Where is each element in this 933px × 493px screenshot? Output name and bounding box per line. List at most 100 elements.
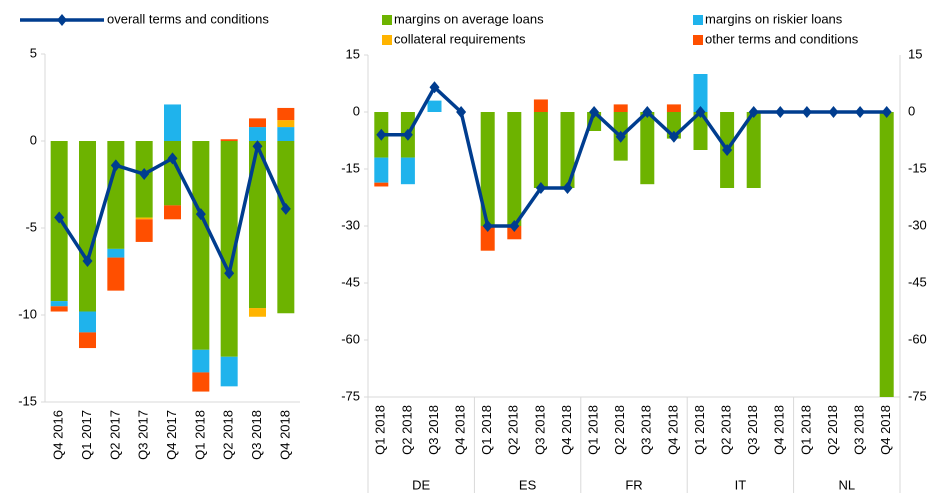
y-tick-label: 0 — [353, 103, 360, 118]
x-tick-label: Q1 2018 — [479, 405, 494, 455]
line-marker — [615, 130, 626, 143]
bar — [746, 112, 761, 188]
bar — [666, 104, 681, 112]
bar — [374, 182, 389, 187]
y2-tick-label: -60 — [908, 331, 927, 346]
bar — [50, 306, 68, 312]
line-marker — [775, 106, 786, 118]
y-tick-label: -10 — [18, 306, 37, 321]
group-label: IT — [735, 477, 747, 492]
bar — [507, 112, 522, 226]
group-label: FR — [625, 477, 642, 492]
x-tick-label: Q1 2018 — [798, 405, 813, 455]
x-tick-label: Q4 2018 — [878, 405, 893, 455]
bar — [693, 74, 708, 112]
bar — [277, 120, 295, 128]
group-label: ES — [519, 477, 537, 492]
bar — [164, 141, 181, 206]
x-tick-label: Q1 2018 — [192, 410, 207, 460]
y-tick-label: -15 — [341, 160, 360, 175]
line-marker — [562, 182, 573, 194]
bar — [192, 372, 210, 392]
x-tick-label: Q4 2017 — [164, 410, 179, 460]
bar — [135, 219, 153, 242]
bar — [220, 141, 238, 357]
y-tick-label: -30 — [341, 217, 360, 232]
bar — [192, 141, 210, 350]
bar — [374, 157, 389, 183]
x-tick-label: Q2 2018 — [719, 405, 734, 455]
line-marker — [376, 128, 387, 141]
legend-swatch — [382, 35, 392, 45]
bar — [79, 311, 96, 333]
bar — [135, 217, 153, 220]
bar — [50, 301, 68, 307]
legend-label: margins on riskier loans — [705, 11, 843, 26]
bar — [220, 139, 238, 141]
line-marker — [429, 81, 440, 94]
line-marker — [402, 128, 413, 141]
bar — [427, 100, 442, 112]
legend-swatch — [693, 15, 703, 25]
bar — [192, 349, 210, 373]
line-marker — [280, 202, 291, 215]
bar — [480, 112, 495, 226]
x-tick-label: Q4 2018 — [665, 405, 680, 455]
bar — [277, 127, 295, 141]
legend-label: overall terms and conditions — [107, 11, 269, 26]
line-marker — [224, 267, 235, 280]
line-marker — [82, 255, 93, 268]
bar — [79, 332, 96, 349]
y-tick-label: 15 — [346, 46, 360, 61]
line-marker — [695, 106, 706, 118]
legend-swatch — [693, 35, 703, 45]
line-marker — [668, 130, 679, 143]
x-tick-label: Q3 2018 — [639, 405, 654, 455]
bar — [533, 99, 548, 112]
x-tick-label: Q3 2018 — [426, 405, 441, 455]
bar — [693, 112, 708, 150]
line-marker — [482, 220, 493, 232]
x-tick-label: Q4 2018 — [453, 405, 468, 455]
bar — [533, 112, 548, 188]
x-tick-label: Q1 2018 — [373, 405, 388, 455]
bar — [107, 257, 125, 291]
y-tick-label: -45 — [341, 274, 360, 289]
line-marker — [54, 211, 65, 224]
bar — [879, 112, 894, 397]
x-tick-label: Q2 2018 — [221, 410, 236, 460]
line-marker — [456, 106, 467, 118]
x-tick-label: Q3 2018 — [532, 405, 547, 455]
bar — [107, 248, 125, 258]
y-tick-label: -75 — [341, 388, 360, 403]
legend-marker — [57, 14, 67, 26]
line-marker — [642, 106, 653, 118]
y-tick-label: -60 — [341, 331, 360, 346]
x-tick-label: Q2 2018 — [506, 405, 521, 455]
line-marker — [748, 106, 759, 118]
x-tick-label: Q3 2017 — [136, 410, 151, 460]
x-tick-label: Q2 2018 — [612, 405, 627, 455]
legend-label: other terms and conditions — [705, 31, 859, 46]
group-label: NL — [838, 477, 855, 492]
line-marker — [589, 106, 600, 118]
x-tick-label: Q2 2018 — [399, 405, 414, 455]
line-marker — [252, 140, 263, 153]
legend-swatch — [382, 15, 392, 25]
y2-tick-label: -75 — [908, 388, 927, 403]
y-tick-label: -5 — [25, 219, 37, 234]
bar — [507, 226, 522, 240]
line-marker — [535, 182, 546, 194]
x-tick-label: Q3 2018 — [745, 405, 760, 455]
line-marker — [110, 159, 121, 172]
y2-tick-label: -30 — [908, 217, 927, 232]
bar — [400, 157, 415, 185]
line-marker — [139, 168, 150, 181]
line-marker — [855, 106, 866, 118]
line-marker — [881, 106, 892, 118]
group-label: DE — [412, 477, 430, 492]
y2-tick-label: 15 — [908, 46, 922, 61]
y2-tick-label: -15 — [908, 160, 927, 175]
x-tick-label: Q3 2018 — [249, 410, 264, 460]
